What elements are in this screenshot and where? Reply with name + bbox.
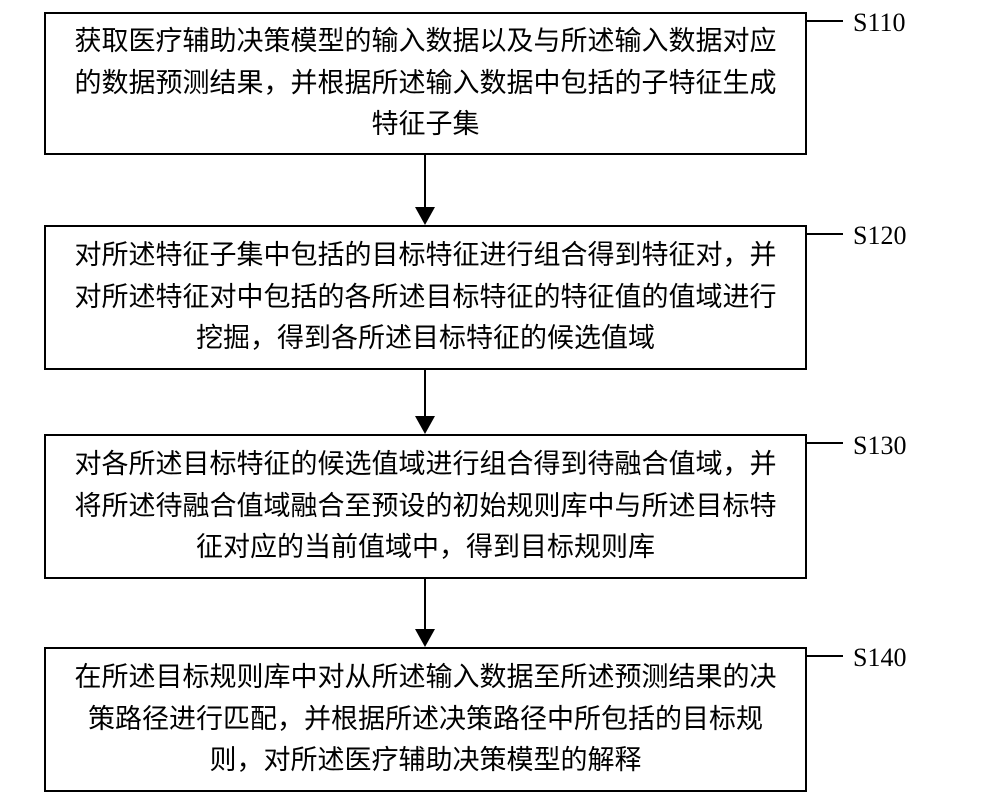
arrow-head-icon xyxy=(415,629,435,647)
step-label-S140: S140 xyxy=(853,643,906,673)
step-text: 对各所述目标特征的候选值域进行组合得到待融合值域，并将所述待融合值域融合至预设的… xyxy=(70,444,781,570)
step-box-S130: 对各所述目标特征的候选值域进行组合得到待融合值域，并将所述待融合值域融合至预设的… xyxy=(44,434,807,579)
step-label-S120: S120 xyxy=(853,221,906,251)
step-callout-S130 xyxy=(805,442,843,480)
step-label-S110: S110 xyxy=(853,8,906,38)
arrow-line-S130-S140 xyxy=(424,579,426,629)
arrow-line-S120-S130 xyxy=(424,370,426,416)
step-callout-S120 xyxy=(805,233,843,271)
flowchart-canvas: 获取医疗辅助决策模型的输入数据以及与所述输入数据对应的数据预测结果，并根据所述输… xyxy=(0,0,1000,808)
step-callout-S140 xyxy=(805,655,843,693)
step-text: 在所述目标规则库中对从所述输入数据至所述预测结果的决策路径进行匹配，并根据所述决… xyxy=(70,657,781,783)
step-box-S120: 对所述特征子集中包括的目标特征进行组合得到特征对，并对所述特征对中包括的各所述目… xyxy=(44,225,807,370)
step-text: 对所述特征子集中包括的目标特征进行组合得到特征对，并对所述特征对中包括的各所述目… xyxy=(70,235,781,361)
step-callout-S110 xyxy=(805,20,843,58)
step-box-S140: 在所述目标规则库中对从所述输入数据至所述预测结果的决策路径进行匹配，并根据所述决… xyxy=(44,647,807,792)
arrow-head-icon xyxy=(415,207,435,225)
step-text: 获取医疗辅助决策模型的输入数据以及与所述输入数据对应的数据预测结果，并根据所述输… xyxy=(70,21,781,147)
arrow-head-icon xyxy=(415,416,435,434)
step-box-S110: 获取医疗辅助决策模型的输入数据以及与所述输入数据对应的数据预测结果，并根据所述输… xyxy=(44,12,807,155)
arrow-line-S110-S120 xyxy=(424,155,426,207)
step-label-S130: S130 xyxy=(853,431,906,461)
